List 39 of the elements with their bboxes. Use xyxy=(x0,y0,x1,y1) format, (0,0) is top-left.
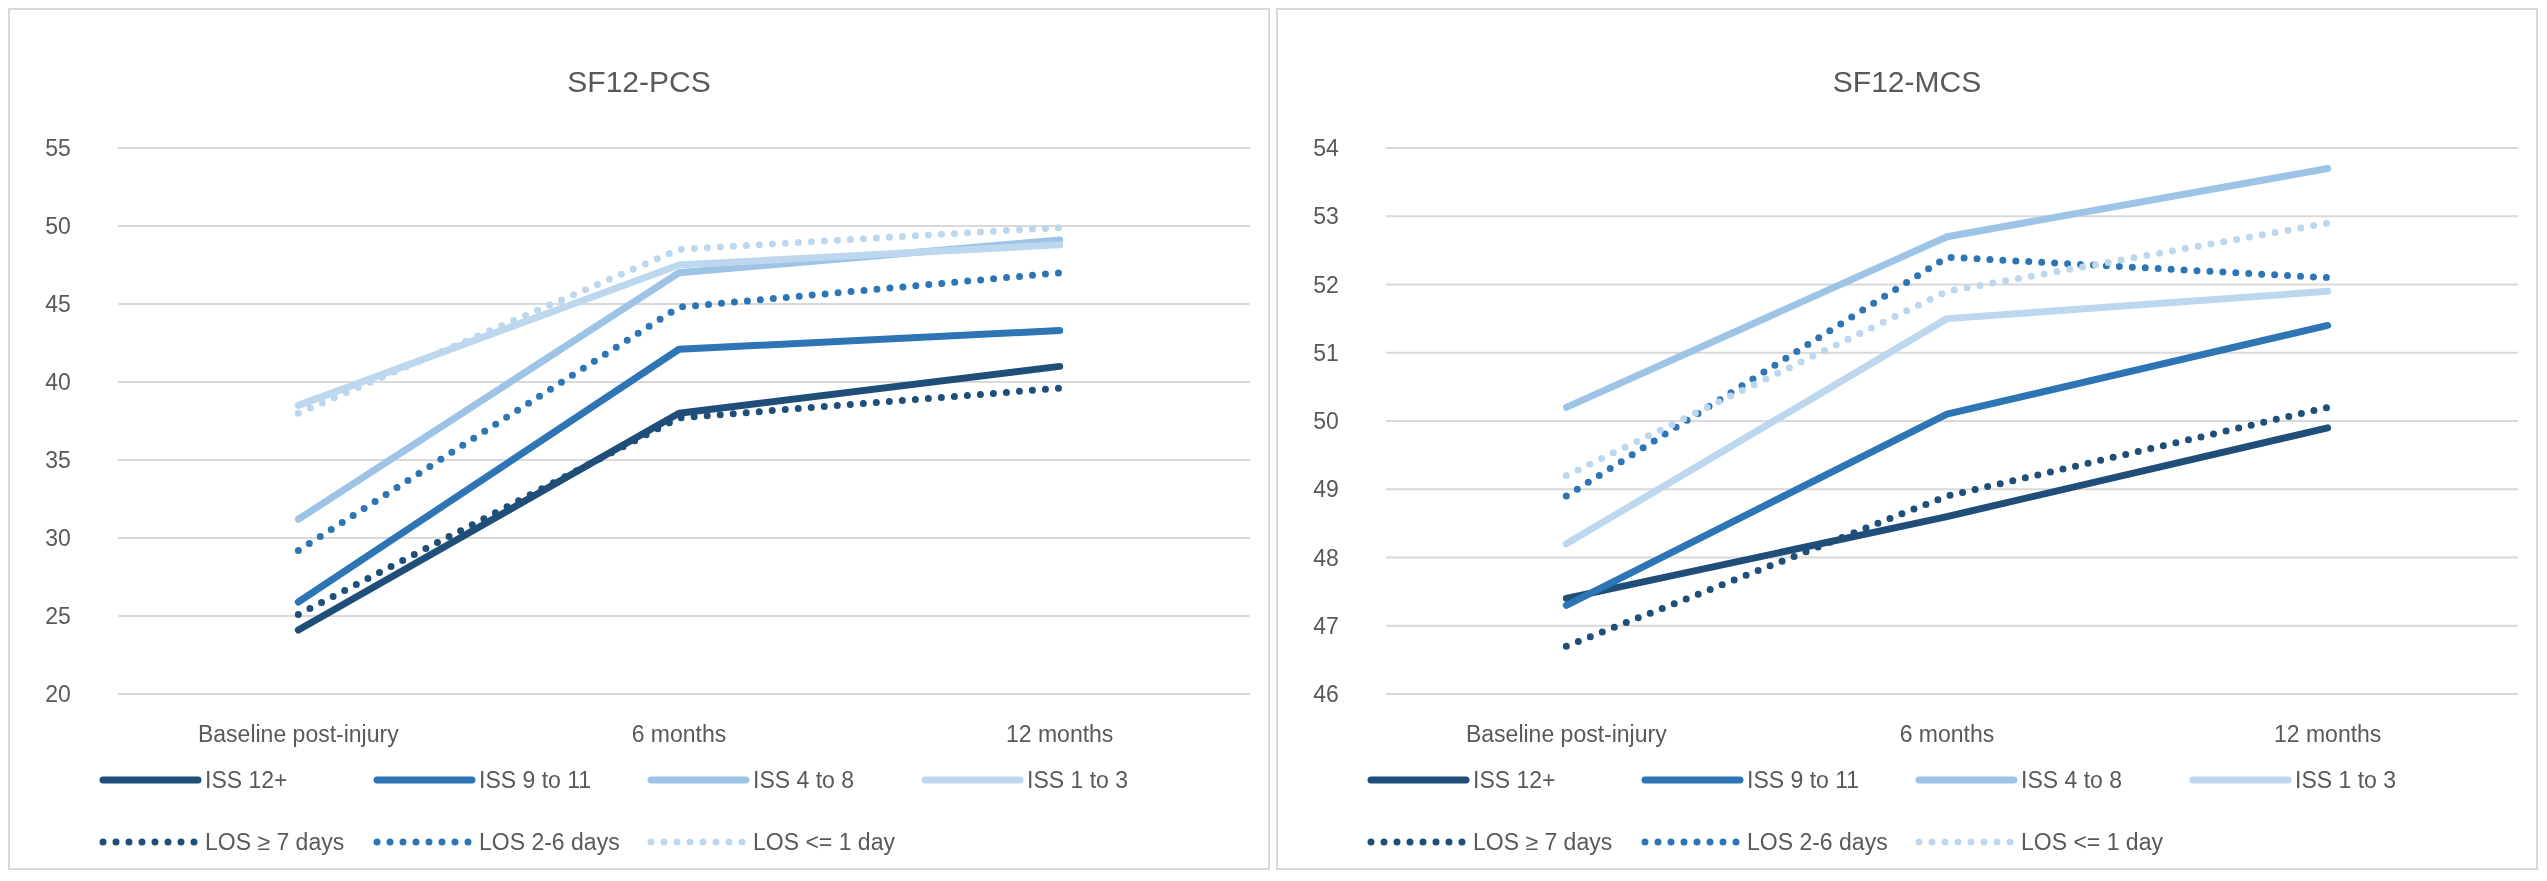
y-tick-label: 47 xyxy=(1313,612,1339,639)
x-tick-label: Baseline post-injury xyxy=(197,721,400,747)
y-tick-label: 40 xyxy=(45,369,71,396)
legend-label: ISS 9 to 11 xyxy=(479,767,592,794)
y-tick-label: 20 xyxy=(45,681,71,708)
y-tick-label: 25 xyxy=(45,603,71,630)
y-tick-label: 49 xyxy=(1313,476,1339,503)
legend-label: LOS ≥ 7 days xyxy=(1473,829,1613,856)
x-tick-label: 6 months xyxy=(1899,721,1995,747)
legend-label: LOS <= 1 day xyxy=(753,829,896,856)
legend-label: LOS <= 1 day xyxy=(2021,829,2164,856)
y-tick-label: 48 xyxy=(1313,544,1339,571)
legend-label: ISS 4 to 8 xyxy=(2021,767,2123,794)
y-tick-label: 52 xyxy=(1313,271,1339,298)
y-tick-label: 35 xyxy=(45,447,71,474)
y-tick-label: 51 xyxy=(1313,339,1339,366)
legend-label: ISS 4 to 8 xyxy=(753,767,855,794)
y-tick-label: 30 xyxy=(45,525,71,552)
legend-label: ISS 12+ xyxy=(1473,767,1556,794)
legend-label: ISS 9 to 11 xyxy=(1747,767,1860,794)
y-tick-label: 50 xyxy=(1313,408,1339,435)
legend-label: LOS ≥ 7 days xyxy=(205,829,345,856)
chart-title: SF12-PCS xyxy=(567,65,711,98)
y-tick-label: 50 xyxy=(45,213,71,240)
x-tick-label: 6 months xyxy=(631,721,727,747)
x-tick-label: Baseline post-injury xyxy=(1465,721,1668,747)
chart-title: SF12-MCS xyxy=(1832,65,1982,98)
y-tick-label: 53 xyxy=(1313,203,1339,230)
x-tick-label: 12 months xyxy=(2273,721,2382,747)
legend-label: LOS 2-6 days xyxy=(479,829,620,856)
x-tick-label: 12 months xyxy=(1005,721,1114,747)
legend-label: ISS 1 to 3 xyxy=(1027,767,1129,794)
y-tick-label: 54 xyxy=(1313,135,1339,162)
y-tick-label: 46 xyxy=(1313,681,1339,708)
legend-label: ISS 12+ xyxy=(205,767,288,794)
legend-label: ISS 1 to 3 xyxy=(2295,767,2397,794)
y-tick-label: 45 xyxy=(45,291,71,318)
y-tick-label: 55 xyxy=(45,135,71,162)
legend-label: LOS 2-6 days xyxy=(1747,829,1888,856)
